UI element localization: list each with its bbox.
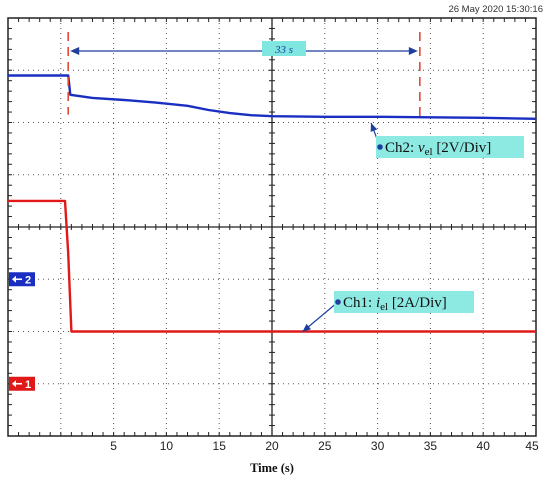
x-tick-label: 15: [213, 439, 227, 453]
x-tick-label: 25: [318, 439, 332, 453]
ch2-callout-dot: [377, 144, 383, 150]
channel-marker-arrowhead: [12, 275, 16, 283]
channel-marker-label: 1: [25, 379, 31, 391]
x-tick-label: 30: [371, 439, 385, 453]
x-tick-label: 20: [265, 439, 279, 453]
annotations: 33 s Ch2: vel [2V/Div] Ch1: iel [2A/Div]: [67, 32, 524, 333]
grid: [8, 18, 536, 436]
series-line-ch1: [8, 199, 536, 333]
ch1-callout-arrowhead: [302, 323, 312, 332]
x-tick-label: 40: [477, 439, 491, 453]
ch1-callout-box: [334, 291, 474, 313]
x-tick-label: 5: [110, 439, 117, 453]
duration-arrowhead-left: [70, 47, 80, 55]
ch2-callout: Ch2: vel [2V/Div]: [370, 122, 524, 158]
channel-marker-label: 2: [25, 274, 31, 286]
channel-markers: 21: [9, 272, 35, 391]
x-tick-label: 45: [525, 439, 539, 453]
channel-marker-2: 2: [9, 272, 35, 287]
ch2-callout-text: Ch2: vel [2V/Div]: [385, 140, 491, 158]
duration-label-box: [262, 41, 307, 56]
ch1-callout: Ch1: iel [2A/Div]: [302, 291, 474, 333]
x-tick-label: 10: [160, 439, 174, 453]
ch1-callout-dot: [335, 299, 341, 305]
x-tick-label: 35: [424, 439, 438, 453]
channel-marker-arrowhead: [12, 380, 16, 388]
channel-marker-1: 1: [9, 376, 35, 391]
ch2-callout-arrowhead: [370, 122, 378, 132]
series-line-ch2: [8, 74, 537, 120]
x-tick-labels: 5 10 15 20 25 30 35 40 45: [110, 439, 539, 453]
timestamp: 26 May 2020 15:30:16: [448, 4, 543, 15]
x-axis-label: Time (s): [250, 461, 294, 475]
duration-label: 33 s: [274, 44, 293, 56]
ch2-callout-box: [376, 136, 524, 158]
series-group: [8, 74, 537, 333]
ch1-callout-text: Ch1: iel [2A/Div]: [343, 295, 447, 313]
duration-arrowhead-right: [408, 47, 418, 55]
